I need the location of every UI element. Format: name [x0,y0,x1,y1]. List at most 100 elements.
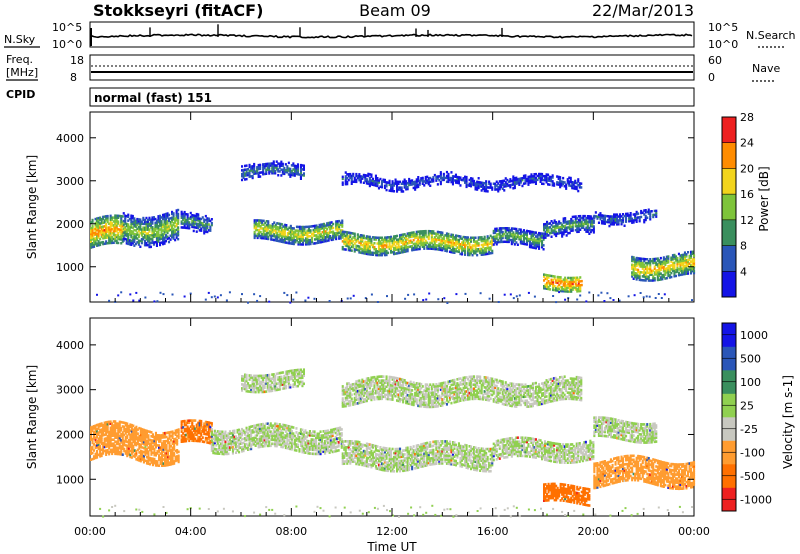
power-cell [352,243,355,247]
power-cell [377,187,380,190]
power-cell [429,184,432,187]
power-cell [417,179,420,183]
power-cell [139,245,142,248]
power-cell [685,270,688,274]
power-cell [145,238,148,241]
power-cell [420,241,423,245]
velocity-cell [141,450,144,453]
velocity-cell [153,451,156,455]
power-cell [632,263,635,267]
power-cell [133,223,136,226]
power-cell [100,235,103,238]
power-cell [465,177,468,181]
power-cell [376,184,379,188]
power-cell [690,264,693,267]
power-cell [683,261,686,264]
power-cell [204,224,207,228]
power-cell [477,244,480,247]
power-cell [282,231,285,234]
power-cell [374,176,377,180]
power-cell [693,258,696,261]
velocity-cell [161,464,164,467]
power-cell [91,234,94,237]
velocity-cell [105,425,108,428]
power-cell [613,219,616,222]
power-cell [569,180,572,184]
power-cell [103,232,106,236]
power-cell [385,245,388,249]
velocity-cell [120,445,123,448]
power-cell [548,179,551,182]
power-cell [632,260,635,263]
velocity-cell [183,419,186,423]
power-cell [127,238,130,242]
power-cell [638,265,641,268]
velocity-cell [165,449,168,453]
power-cell [538,241,541,245]
power-cell [424,177,427,181]
power-cell [564,224,567,228]
power-cell [293,164,296,168]
power-cell [531,230,534,234]
power-cell [682,265,685,268]
power-cell [393,246,396,250]
velocity-cell [132,446,135,450]
power-cell [667,261,670,264]
power-cell [447,172,450,176]
power-cell [444,245,447,249]
velocity-cell [219,430,222,433]
power-cell [90,244,93,247]
power-cell [194,216,197,219]
power-cell [438,231,441,234]
power-cell [317,241,320,244]
power-cell [297,235,300,238]
power-cell [374,180,377,183]
velocity-cell [200,430,203,433]
power-cell [175,209,178,212]
power-cell [586,226,589,230]
power-cell [445,176,448,180]
velocity-cell [156,462,159,465]
velocity-cell [224,432,227,436]
power-cell [291,227,294,230]
power-cell [568,286,571,289]
power-cell [405,234,408,238]
power-cell [596,217,599,220]
velocity-cell [115,440,118,444]
power-cell [510,240,513,244]
power-cell [338,237,341,240]
power-cell [522,229,525,232]
power-cell [541,234,544,237]
power-cell [391,241,394,244]
velocity-cell [108,442,111,446]
power-cell [649,265,652,269]
power-cell [105,242,108,245]
power-cell [462,239,465,243]
velocity-cell [99,444,102,448]
velocity-cell [111,426,114,429]
velocity-cell [171,434,174,437]
power-cell [379,252,382,255]
velocity-cell [171,448,174,452]
power-cell [544,175,547,178]
power-cell [261,227,264,230]
power-cell [495,243,498,246]
power-cell [171,224,174,227]
power-cell [442,174,445,178]
power-cell [439,182,442,186]
power-cell [166,222,169,225]
power-cell [172,235,175,238]
power-cell [525,179,528,183]
power-cell [483,249,486,252]
power-cell [513,177,516,180]
velocity-cell [108,436,111,440]
power-cell [588,226,591,230]
velocity-cell [161,448,164,451]
power-cell [671,258,674,261]
power-cell [585,226,588,229]
power-cell [364,174,367,177]
power-cell [655,263,658,266]
power-cell [565,226,568,229]
power-cell [658,263,661,266]
velocity-cell [209,427,212,431]
